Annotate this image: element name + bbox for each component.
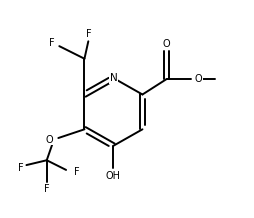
Text: F: F: [74, 167, 80, 177]
Text: F: F: [49, 38, 54, 48]
Text: F: F: [18, 163, 24, 173]
Text: N: N: [109, 73, 117, 83]
Text: F: F: [86, 29, 91, 39]
Text: O: O: [45, 135, 53, 145]
Text: OH: OH: [106, 171, 121, 181]
Text: O: O: [163, 39, 170, 49]
Text: F: F: [44, 184, 50, 194]
Text: O: O: [194, 74, 202, 84]
